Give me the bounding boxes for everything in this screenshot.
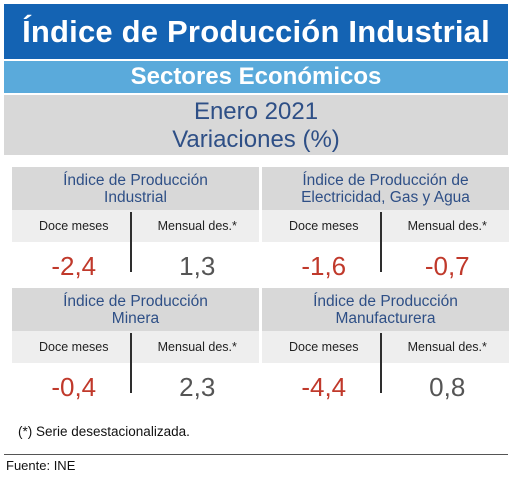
value-monthly-sa: -0,7 <box>424 250 470 281</box>
label-twelve-months: Doce meses <box>39 340 109 354</box>
section-subtitle: Sectores Económicos <box>4 61 508 93</box>
card-industrial: Índice de Producción Industrial Doce mes… <box>12 167 259 290</box>
card-title: Índice de Producción Minera <box>12 288 259 331</box>
label-monthly-sa: Mensual des.* <box>407 219 487 233</box>
main-title: Índice de Producción Industrial <box>4 4 508 59</box>
label-twelve-months: Doce meses <box>39 219 109 233</box>
label-monthly-sa: Mensual des.* <box>407 340 487 354</box>
card-divider <box>380 333 382 393</box>
measure-label: Variaciones (%) <box>172 126 340 153</box>
label-twelve-months: Doce meses <box>289 340 359 354</box>
source-credit: Fuente: INE <box>6 458 76 473</box>
card-labels: Doce meses Mensual des.* <box>12 210 259 242</box>
value-monthly-sa: 2,3 <box>179 371 216 402</box>
card-labels: Doce meses Mensual des.* <box>262 210 509 242</box>
footer-divider <box>4 454 508 455</box>
card-title-line2: Minera <box>111 310 160 327</box>
card-mining: Índice de Producción Minera Doce meses M… <box>12 288 259 411</box>
card-title: Índice de Producción Industrial <box>12 167 259 210</box>
card-values: -0,4 2,3 <box>12 363 259 411</box>
card-title-line1: Índice de Producción <box>63 172 208 189</box>
value-twelve-months: -1,6 <box>301 250 347 281</box>
card-divider <box>130 212 132 272</box>
period-label: Enero 2021 <box>193 98 319 125</box>
card-title-line1: Índice de Producción <box>63 293 208 310</box>
label-monthly-sa: Mensual des.* <box>157 340 237 354</box>
value-twelve-months: -4,4 <box>301 371 347 402</box>
card-values: -1,6 -0,7 <box>262 242 509 290</box>
card-labels: Doce meses Mensual des.* <box>262 331 509 363</box>
value-monthly-sa: 0,8 <box>429 371 466 402</box>
footnote: (*) Serie desestacionalizada. <box>18 424 190 439</box>
value-twelve-months: -0,4 <box>51 371 97 402</box>
period-box: Enero 2021 Variaciones (%) <box>4 95 508 155</box>
card-title-line2: Industrial <box>104 189 167 206</box>
label-monthly-sa: Mensual des.* <box>157 219 237 233</box>
value-twelve-months: -2,4 <box>51 250 97 281</box>
card-title-line2: Manufacturera <box>335 310 436 327</box>
card-values: -4,4 0,8 <box>262 363 509 411</box>
value-monthly-sa: 1,3 <box>179 250 216 281</box>
card-divider <box>130 333 132 393</box>
card-electricity: Índice de Producción de Electricidad, Ga… <box>262 167 509 290</box>
label-twelve-months: Doce meses <box>289 219 359 233</box>
card-title: Índice de Producción Manufacturera <box>262 288 509 331</box>
card-title-line2: Electricidad, Gas y Agua <box>301 189 470 206</box>
card-title-line1: Índice de Producción <box>313 293 458 310</box>
card-title-line1: Índice de Producción de <box>302 172 469 189</box>
card-values: -2,4 1,3 <box>12 242 259 290</box>
card-title: Índice de Producción de Electricidad, Ga… <box>262 167 509 210</box>
card-divider <box>380 212 382 272</box>
card-labels: Doce meses Mensual des.* <box>12 331 259 363</box>
card-manufacturing: Índice de Producción Manufacturera Doce … <box>262 288 509 411</box>
